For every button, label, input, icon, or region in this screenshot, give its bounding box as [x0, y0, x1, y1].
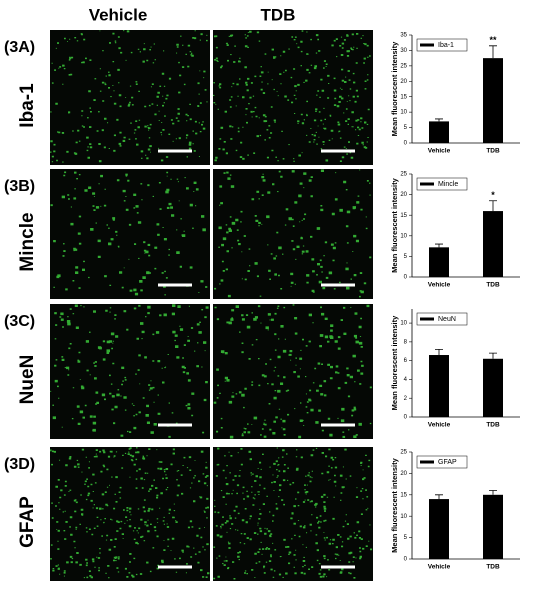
column-header: Vehicle: [89, 5, 148, 24]
panel-tag: (3B): [4, 178, 35, 195]
y-tick-label: 10: [400, 110, 407, 116]
bar: [483, 211, 503, 277]
micrograph: [213, 30, 373, 165]
bar: [483, 58, 503, 144]
legend-swatch: [420, 182, 434, 186]
legend-label: GFAP: [438, 459, 457, 466]
micrograph: [50, 169, 210, 299]
y-tick-label: 15: [400, 94, 407, 100]
panel-tag: (3C): [4, 313, 35, 330]
x-tick-label: TDB: [486, 564, 500, 571]
y-tick-label: 10: [400, 321, 407, 327]
y-tick-label: 20: [400, 192, 407, 198]
y-tick-label: 0: [404, 415, 408, 421]
bar: [429, 499, 449, 559]
y-tick-label: 0: [404, 141, 408, 147]
micrograph: [213, 169, 373, 299]
micrograph: [50, 304, 210, 439]
error-bar: [489, 200, 497, 212]
bar: [429, 247, 449, 277]
error-bar: [489, 45, 497, 59]
y-tick-label: 20: [400, 471, 407, 477]
y-tick-label: 35: [400, 33, 407, 39]
error-bar: [435, 243, 443, 248]
y-tick-label: 2: [404, 396, 408, 402]
y-tick-label: 25: [400, 172, 407, 178]
x-tick-label: TDB: [486, 282, 500, 289]
y-tick-label: 15: [400, 213, 407, 219]
legend-box: [416, 177, 468, 191]
x-tick-label: TDB: [486, 148, 500, 155]
y-tick-label: 4: [404, 377, 408, 383]
legend-swatch: [420, 460, 434, 464]
error-bar: [435, 348, 443, 356]
significance: *: [491, 190, 495, 200]
x-tick-label: Vehicle: [428, 422, 451, 429]
y-tick-label: 5: [404, 535, 408, 541]
legend-swatch: [420, 317, 434, 321]
legend-label: Iba-1: [438, 42, 454, 49]
legend-label: Mincle: [438, 181, 458, 188]
marker-label: NueN: [17, 355, 38, 405]
fluorescence: [213, 304, 372, 439]
error-bar: [489, 490, 497, 495]
y-axis-label: Mean fluorescent intensity: [390, 315, 399, 410]
legend-box: [416, 455, 468, 469]
panel-tag: (3D): [4, 456, 35, 473]
y-tick-label: 5: [404, 125, 408, 131]
bar: [429, 355, 449, 417]
marker-label: GFAP: [17, 496, 38, 548]
y-tick-label: 25: [400, 63, 407, 69]
y-tick-label: 10: [400, 233, 407, 239]
y-tick-label: 15: [400, 492, 407, 498]
y-tick-label: 5: [404, 254, 408, 260]
micrograph: [50, 447, 210, 581]
legend-box: [416, 38, 468, 52]
micrograph: [50, 30, 210, 165]
marker-label: Mincle: [17, 212, 38, 271]
y-axis-label: Mean fluorescent intensity: [390, 41, 399, 136]
y-tick-label: 8: [404, 339, 408, 345]
legend-swatch: [420, 43, 434, 47]
bar: [483, 494, 503, 559]
y-tick-label: 25: [400, 450, 407, 456]
y-tick-label: 30: [400, 48, 407, 54]
column-header: TDB: [261, 5, 296, 24]
fluorescence: [213, 447, 373, 580]
fluorescence: [213, 30, 371, 163]
y-tick-label: 10: [400, 514, 407, 520]
x-tick-label: TDB: [486, 422, 500, 429]
error-bar: [435, 494, 443, 500]
error-bar: [435, 118, 443, 122]
y-tick-label: 6: [404, 358, 408, 364]
marker-label: Iba-1: [17, 83, 38, 128]
y-axis-label: Mean fluorescent intensity: [390, 457, 399, 552]
x-tick-label: Vehicle: [428, 564, 451, 571]
y-tick-label: 0: [404, 275, 408, 281]
y-tick-label: 20: [400, 79, 407, 85]
panel-tag: (3A): [4, 39, 35, 56]
x-tick-label: Vehicle: [428, 148, 451, 155]
y-axis-label: Mean fluorescent intensity: [390, 177, 399, 272]
legend-label: NeuN: [438, 316, 456, 323]
x-tick-label: Vehicle: [428, 282, 451, 289]
significance: **: [489, 35, 497, 45]
micrograph: [213, 304, 373, 439]
legend-box: [416, 312, 468, 326]
y-tick-label: 0: [404, 557, 408, 563]
bar: [429, 121, 449, 143]
bar: [483, 358, 503, 417]
error-bar: [489, 352, 497, 359]
